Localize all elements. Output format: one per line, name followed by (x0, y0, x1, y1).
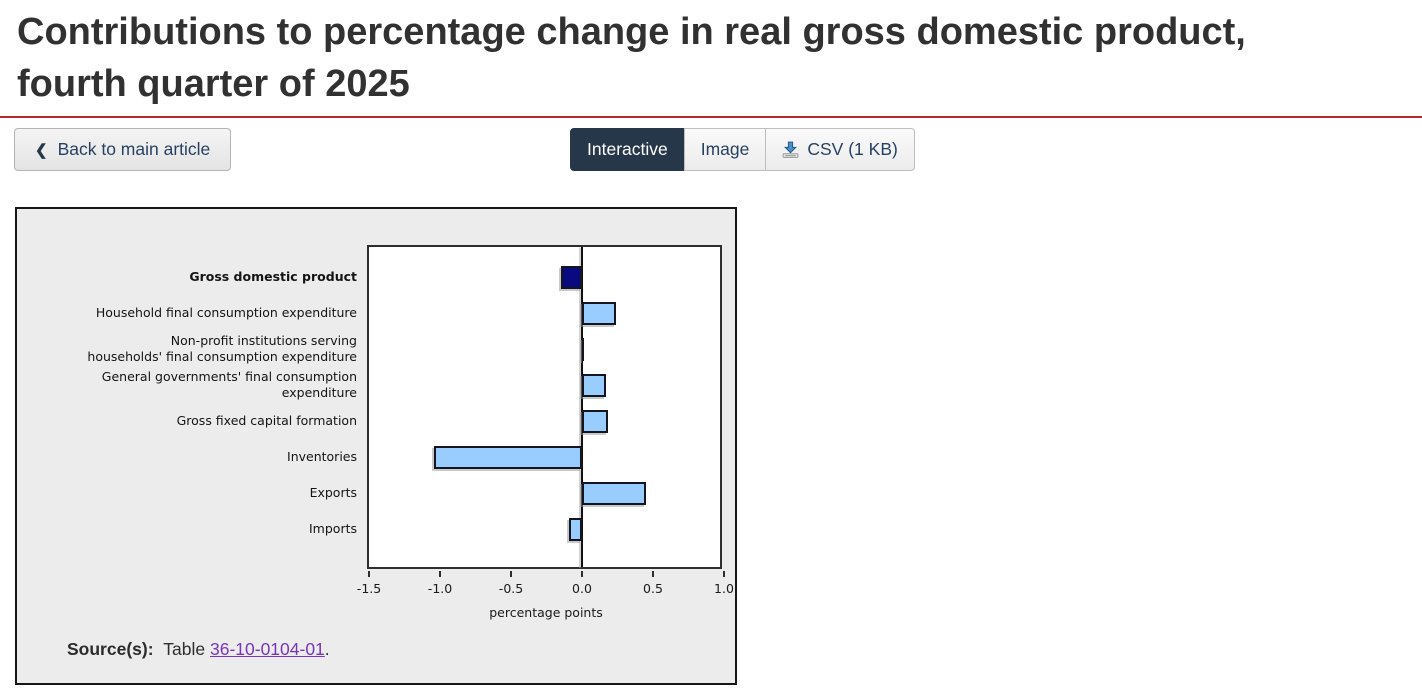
view-tab-group: Interactive Image CSV (1 KB) (570, 128, 915, 171)
x-ticklabel: 0.5 (643, 581, 663, 596)
zero-line (581, 247, 583, 567)
bar-3 (582, 373, 607, 397)
x-ticklabel: -1.0 (427, 581, 453, 596)
x-ticklabel: 1.0 (714, 581, 734, 596)
x-ticklabel: 0.0 (572, 581, 592, 596)
category-label-0: Gross domestic product (189, 269, 357, 284)
category-label-4: Gross fixed capital formation (176, 413, 357, 428)
chevron-left-icon: ❮ (35, 141, 48, 159)
bar-4 (582, 409, 608, 433)
bar-0 (560, 265, 582, 289)
bar-7 (569, 517, 582, 541)
x-ticklabel: -1.5 (356, 581, 382, 596)
title-divider (0, 116, 1422, 118)
x-tickmark (439, 571, 441, 577)
download-icon (782, 141, 799, 158)
source-line: Source(s): Table 36-10-0104-01. (67, 639, 330, 660)
bar-5 (434, 445, 582, 469)
category-label-5: Inventories (287, 449, 357, 464)
plot-area: -1.5 -1.0 -0.5 0.0 0.5 1.0 percentage points (357, 245, 734, 620)
x-tickmark (723, 571, 725, 577)
chart-panel: -1.5 -1.0 -0.5 0.0 0.5 1.0 percentage points G… (15, 207, 737, 685)
back-to-article-button[interactable]: ❮ Back to main article (14, 128, 232, 171)
source-prefix: Table (163, 639, 210, 659)
tab-interactive-label: Interactive (587, 139, 668, 159)
tab-interactive[interactable]: Interactive (570, 128, 685, 171)
bar-1 (582, 301, 617, 325)
source-suffix: . (324, 639, 330, 659)
tab-csv-label: CSV (1 KB) (807, 139, 898, 159)
bar-2 (582, 337, 584, 361)
category-label-3: General governments' final consumption ex… (101, 369, 357, 400)
category-label-1: Household final consumption expenditure (95, 305, 357, 320)
x-tickmark (581, 571, 583, 577)
category-label-2: Non-profit institutions serving household… (87, 333, 357, 364)
source-table-link[interactable]: 36-10-0104-01 (209, 639, 325, 659)
tab-image[interactable]: Image (683, 128, 767, 171)
page-title-line2: fourth quarter of 2025 (17, 63, 410, 105)
category-label-6: Exports (309, 485, 357, 500)
x-tickmark (652, 571, 654, 577)
source-label: Source(s): (67, 639, 154, 659)
tab-csv-download[interactable]: CSV (1 KB) (765, 128, 915, 171)
x-axis-label: percentage points (489, 605, 603, 620)
back-button-label: Back to main article (57, 139, 211, 159)
page-title: Contributions to percentage change in re… (17, 6, 1246, 110)
category-label-7: Imports (309, 521, 357, 536)
bar-6 (582, 481, 646, 505)
page-title-line1: Contributions to percentage change in re… (17, 11, 1246, 53)
tab-image-label: Image (700, 139, 750, 159)
x-ticklabel: -0.5 (498, 581, 524, 596)
x-tickmark (510, 571, 512, 577)
x-tickmark (368, 571, 370, 577)
